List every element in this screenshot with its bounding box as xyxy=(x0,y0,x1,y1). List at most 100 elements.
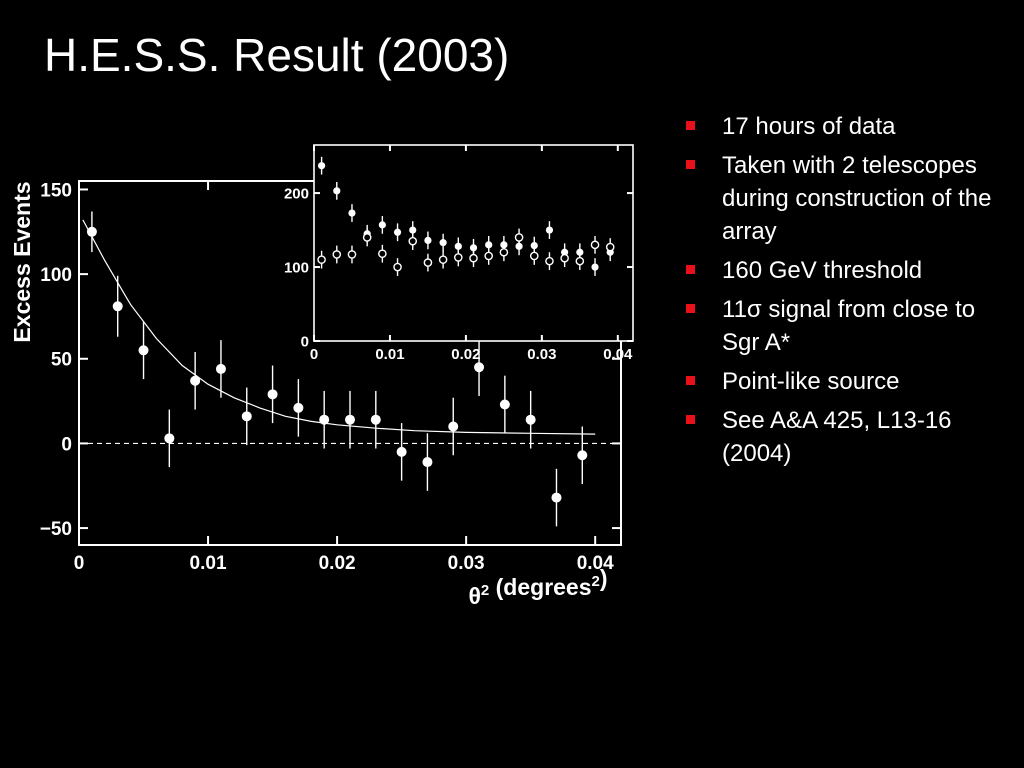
inset-open-point xyxy=(378,249,387,259)
inset-x-tick-label: 0.03 xyxy=(527,346,556,363)
inset-data-point xyxy=(545,226,554,234)
inset-y-tick-label: 100 xyxy=(284,259,309,276)
main-x-tick-label: 0.03 xyxy=(448,553,485,574)
main-data-point xyxy=(396,446,407,457)
x-axis-label-part: ) xyxy=(600,565,608,591)
inset-x-tick-label: 0.04 xyxy=(603,346,633,363)
main-y-tick-label: −50 xyxy=(40,519,72,540)
main-data-point xyxy=(370,414,381,425)
bullet-marker-icon xyxy=(686,376,695,385)
inset-open-point xyxy=(362,233,372,242)
bullet-text: Taken with 2 telescopes during construct… xyxy=(722,152,992,245)
inset-data-point xyxy=(378,221,386,229)
inset-open-point xyxy=(423,258,433,267)
main-x-tick-label: 0.02 xyxy=(319,553,356,574)
bullet-marker-icon xyxy=(686,160,695,169)
main-data-point xyxy=(448,421,459,432)
inset-open-point xyxy=(317,255,326,264)
main-y-tick-label: 100 xyxy=(40,265,72,286)
inset-open-point xyxy=(393,262,402,272)
bullet-text: 17 hours of data xyxy=(722,113,896,140)
main-y-tick-label: 50 xyxy=(51,350,72,371)
bullet-marker-icon xyxy=(686,265,695,274)
main-data-point xyxy=(474,362,485,373)
inset-x-tick-label: 0.02 xyxy=(451,346,480,363)
main-data-point xyxy=(164,433,175,444)
inset-open-point xyxy=(514,233,524,242)
inset-y-tick-label: 200 xyxy=(284,185,309,202)
inset-data-point xyxy=(333,187,341,195)
inset-data-point xyxy=(348,209,356,217)
inset-x-tick-label: 0 xyxy=(310,346,318,363)
inset-data-point xyxy=(393,228,402,236)
inset-data-point xyxy=(317,162,326,170)
inset-data-point xyxy=(576,248,584,256)
bullet-item: See A&A 425, L13-16 (2004) xyxy=(684,404,1004,470)
bullet-list: 17 hours of data Taken with 2 telescopes… xyxy=(684,110,1004,476)
main-x-tick-label: 0.04 xyxy=(577,553,614,574)
main-data-point xyxy=(293,402,304,413)
main-fit-curve xyxy=(82,219,596,435)
bullet-item: 17 hours of data xyxy=(684,110,1004,143)
main-data-point xyxy=(86,226,97,237)
inset-open-point xyxy=(560,253,569,263)
x-axis-label: θ2 (degrees2) xyxy=(468,565,607,609)
bullet-marker-icon xyxy=(686,304,695,313)
inset-open-point xyxy=(332,250,342,259)
main-data-point xyxy=(422,457,433,468)
inset-data-point xyxy=(409,226,417,234)
inset-open-point xyxy=(590,240,600,250)
inset-open-point xyxy=(484,251,493,261)
main-data-point xyxy=(499,399,510,410)
bullet-item: 11σ signal from close to Sgr A* xyxy=(684,293,1004,359)
inset-x-tick-label: 0.01 xyxy=(375,346,404,363)
slide-title: H.E.S.S. Result (2003) xyxy=(44,29,510,81)
inset-data-point xyxy=(439,239,447,247)
main-y-tick-label: 150 xyxy=(40,180,72,201)
main-data-point xyxy=(190,375,201,386)
inset-data-point xyxy=(530,241,538,250)
bullet-text: 160 GeV threshold xyxy=(722,257,923,284)
inset-y-tick-label: 0 xyxy=(301,333,309,350)
main-data-point xyxy=(551,492,562,503)
inset-data-point xyxy=(485,241,493,249)
main-y-tick-label: 0 xyxy=(61,434,72,455)
bullet-text: See A&A 425, L13-16 (2004) xyxy=(722,407,952,467)
inset-open-point xyxy=(499,247,509,257)
main-data-point xyxy=(267,389,278,400)
inset-open-point xyxy=(605,242,615,252)
x-axis-label-superscript: 2 xyxy=(481,582,489,599)
bullet-text: 11σ signal from close to Sgr A* xyxy=(722,296,976,356)
main-data-point xyxy=(112,301,123,312)
inset-data-point xyxy=(591,263,599,271)
inset-open-point xyxy=(575,256,585,266)
y-axis-label: Excess Events xyxy=(9,181,35,342)
inset-plot: 0 0.01 0.02 0.03 0.04 0 100 200 xyxy=(284,144,634,363)
inset-open-point xyxy=(347,250,357,259)
main-data-point xyxy=(138,345,149,356)
inset-data-point xyxy=(424,236,432,245)
inset-open-point xyxy=(438,255,448,264)
main-data-point xyxy=(525,414,536,425)
x-axis-label-superscript: 2 xyxy=(592,573,600,590)
x-axis-label-part: (degrees xyxy=(489,574,591,600)
inset-open-point xyxy=(454,253,463,262)
bullet-marker-icon xyxy=(686,121,695,130)
bullet-item: 160 GeV threshold xyxy=(684,254,1004,287)
bullet-item: Taken with 2 telescopes during construct… xyxy=(684,149,1004,248)
main-data-point xyxy=(241,411,252,422)
main-data-point xyxy=(345,414,355,425)
inset-open-point xyxy=(469,253,478,263)
main-x-tick-label: 0 xyxy=(74,553,85,574)
inset-data-point xyxy=(454,242,462,250)
bullet-item: Point-like source xyxy=(684,365,1004,398)
main-x-tick-label: 0.01 xyxy=(190,553,227,574)
inset-open-point xyxy=(545,256,554,266)
inset-open-point xyxy=(529,251,539,261)
inset-open-point xyxy=(408,236,418,246)
bullet-text: Point-like source xyxy=(722,368,900,395)
main-data-point xyxy=(215,363,226,374)
x-axis-label-part: θ xyxy=(468,583,480,609)
inset-data-point xyxy=(469,244,478,252)
